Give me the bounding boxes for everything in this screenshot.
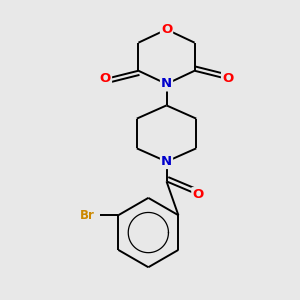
Text: O: O [222,73,233,85]
Text: O: O [161,23,172,36]
Text: O: O [192,188,203,201]
Text: Br: Br [80,209,94,222]
Text: N: N [161,77,172,91]
Text: N: N [161,155,172,168]
Text: O: O [100,73,111,85]
